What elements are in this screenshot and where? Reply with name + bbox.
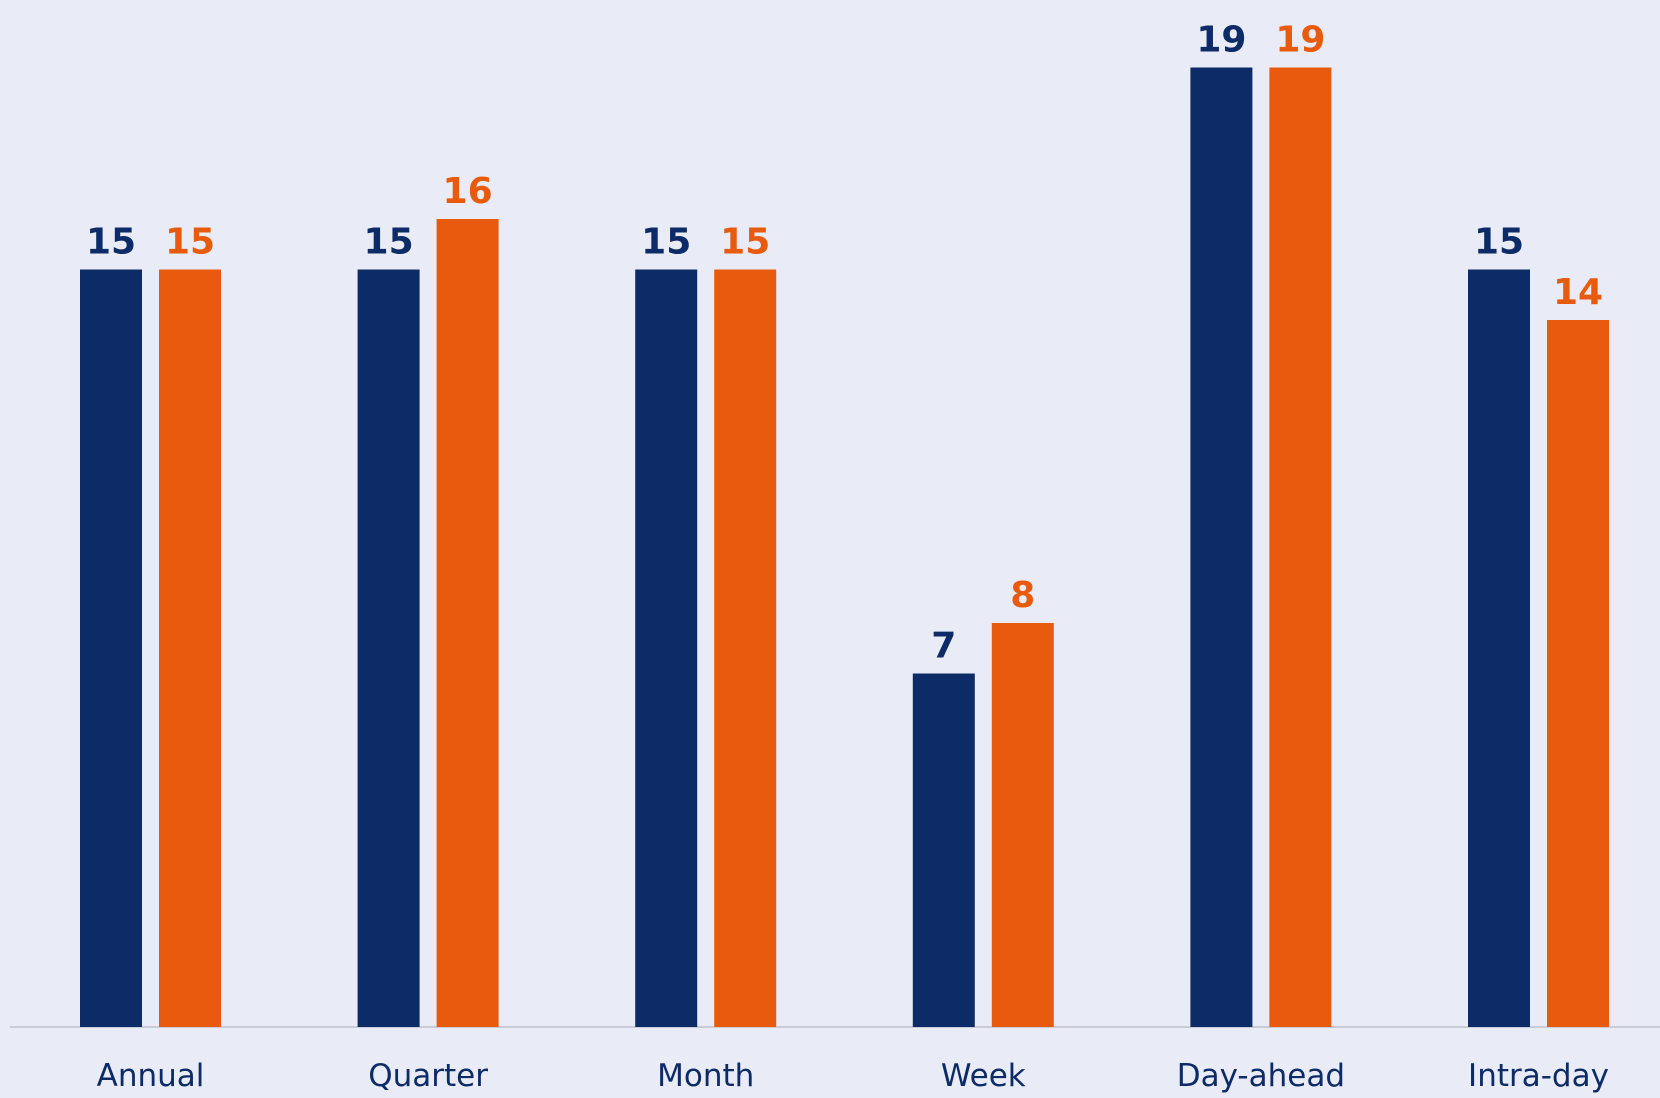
value-label-quarter-series-2: 16 [443,171,493,212]
bar-intra-day-series-2 [1547,320,1609,1027]
bar-week-series-2 [991,623,1054,1027]
bar-day-ahead-series-2 [1269,67,1332,1027]
value-label-week-series-1: 7 [931,626,956,667]
bar-annual-series-2 [159,269,221,1027]
bar-annual-series-1 [80,269,142,1027]
bar-intra-day-series-1 [1468,269,1530,1027]
category-label-annual: Annual [97,1058,205,1094]
value-labels-group: 15 15 15 16 15 15 7 8 19 19 15 14 [86,20,1603,667]
value-label-annual-series-2: 15 [165,222,215,263]
value-label-week-series-2: 8 [1010,575,1035,616]
bars-group [80,67,1609,1027]
value-label-month-series-1: 15 [641,222,691,263]
bar-week-series-1 [912,673,975,1027]
category-labels-group: Annual Quarter Month Week Day-ahead Intra-day [97,1058,1609,1094]
category-label-intra-day: Intra-day [1468,1058,1609,1094]
bar-day-ahead-series-1 [1190,67,1253,1027]
category-label-month: Month [657,1058,754,1094]
category-label-week: Week [941,1058,1026,1094]
value-label-quarter-series-1: 15 [364,222,414,263]
value-label-annual-series-1: 15 [86,222,136,263]
bar-quarter-series-2 [436,219,499,1027]
value-label-day-ahead-series-1: 19 [1196,20,1246,61]
bar-month-series-2 [714,269,777,1027]
value-label-month-series-2: 15 [720,222,770,263]
value-label-intra-day-series-1: 15 [1474,222,1524,263]
value-label-intra-day-series-2: 14 [1553,272,1603,313]
category-label-day-ahead: Day-ahead [1177,1058,1345,1094]
bar-month-series-1 [635,269,698,1027]
bar-quarter-series-1 [357,269,420,1027]
category-label-quarter: Quarter [368,1058,488,1094]
value-label-day-ahead-series-2: 19 [1275,20,1325,61]
